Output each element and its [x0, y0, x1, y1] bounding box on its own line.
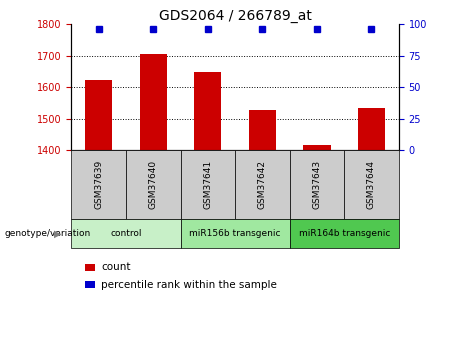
Text: GSM37641: GSM37641	[203, 160, 213, 209]
Text: count: count	[101, 263, 131, 272]
Bar	[303, 145, 331, 150]
Text: GSM37640: GSM37640	[149, 160, 158, 209]
Text: GSM37643: GSM37643	[313, 160, 321, 209]
Text: miR156b transgenic: miR156b transgenic	[189, 229, 281, 238]
Text: ▶: ▶	[54, 229, 62, 239]
Text: percentile rank within the sample: percentile rank within the sample	[101, 280, 278, 289]
Text: GSM37642: GSM37642	[258, 160, 267, 209]
Title: GDS2064 / 266789_at: GDS2064 / 266789_at	[159, 9, 312, 23]
Bar	[85, 80, 112, 150]
Text: control: control	[110, 229, 142, 238]
Bar	[140, 54, 167, 150]
Bar	[249, 110, 276, 150]
Bar	[358, 108, 385, 150]
Text: genotype/variation: genotype/variation	[5, 229, 91, 238]
Text: GSM37639: GSM37639	[94, 160, 103, 209]
Text: GSM37644: GSM37644	[367, 160, 376, 209]
Text: miR164b transgenic: miR164b transgenic	[299, 229, 390, 238]
Bar	[194, 72, 221, 150]
